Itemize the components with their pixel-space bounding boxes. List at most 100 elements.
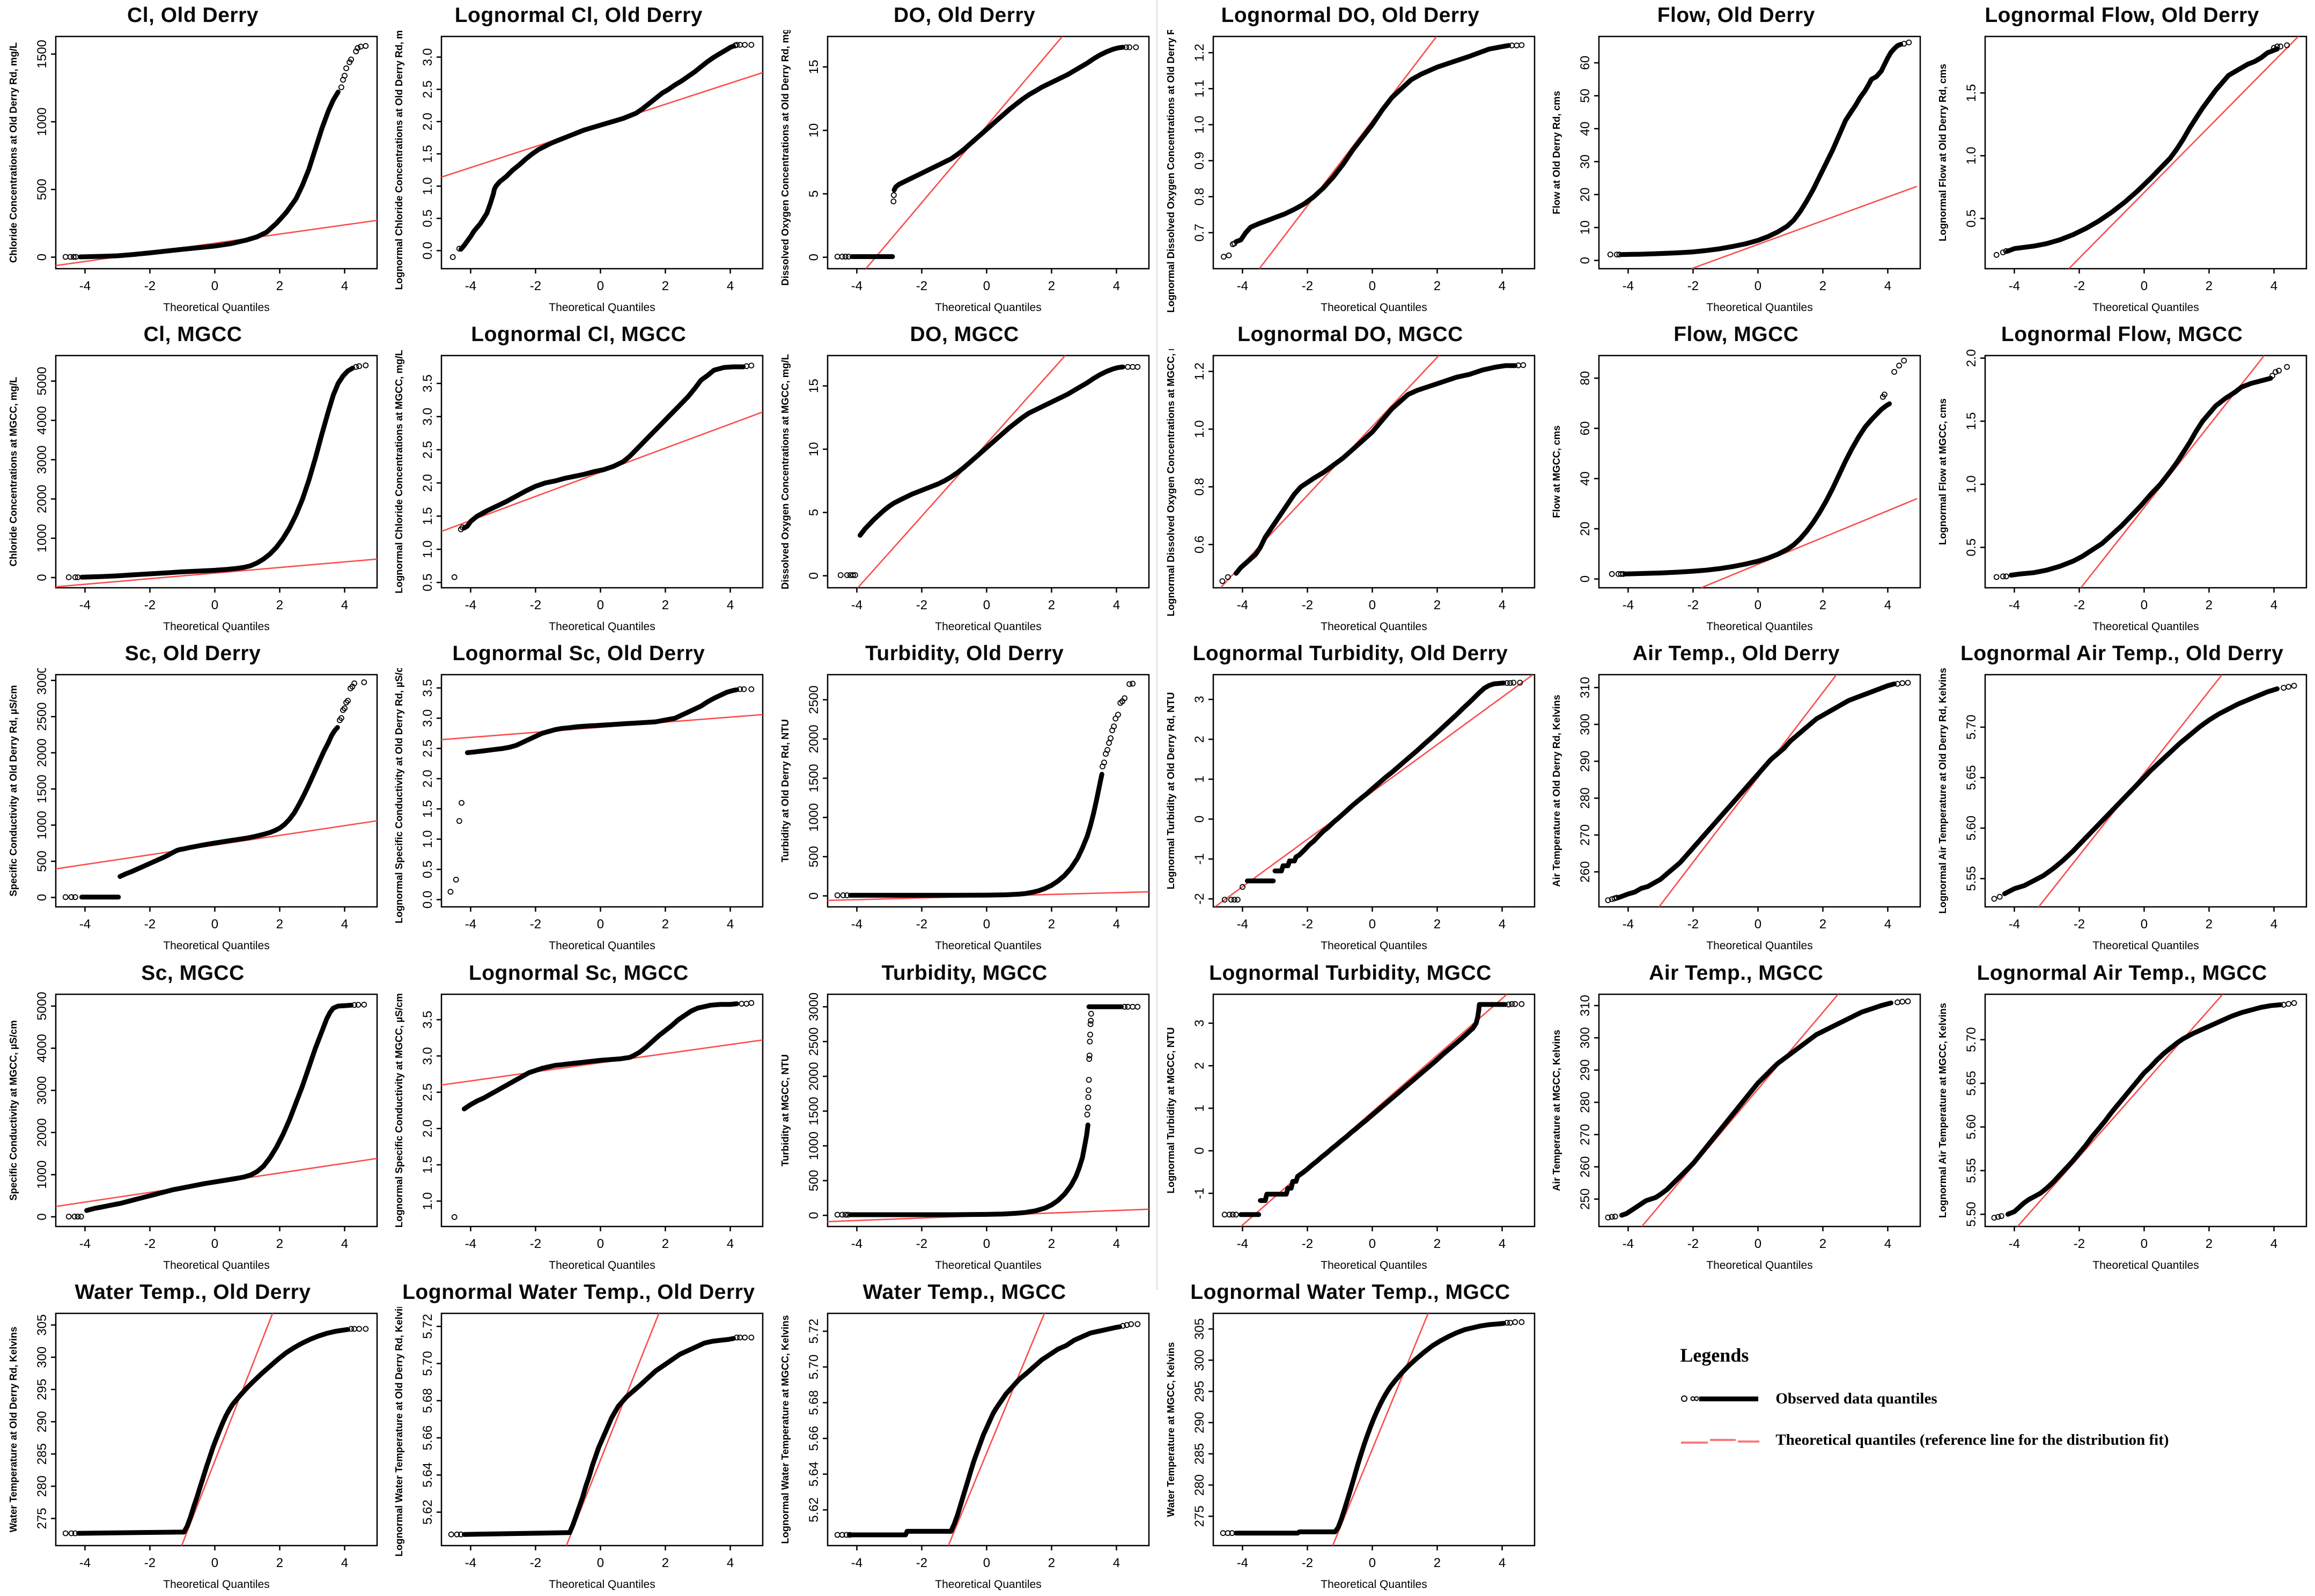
svg-text:-4: -4	[1623, 917, 1634, 932]
qq-plot-canvas: 275 280 285 290 295 300 305 -4 -2 0 2 4 Theoretical …	[1165, 1312, 1536, 1591]
observed-curve	[462, 1336, 736, 1537]
svg-text:0: 0	[1754, 1237, 1761, 1251]
observed-curve	[79, 366, 356, 580]
chart-title: Water Temp., Old Derry	[75, 1280, 311, 1304]
svg-text:0: 0	[211, 917, 218, 932]
svg-text:-4: -4	[1237, 1237, 1248, 1251]
svg-text:60: 60	[1578, 56, 1593, 70]
svg-text:1.5: 1.5	[421, 1156, 435, 1173]
svg-text:4: 4	[727, 1237, 734, 1251]
qq-plot-cell: Lognormal Sc, Old Derry 0.0 0.5 1.0 1.5 2.0 2.…	[386, 638, 771, 957]
chart-title: Air Temp., MGCC	[1649, 961, 1824, 985]
observed-curve	[79, 725, 340, 900]
svg-text:2000: 2000	[807, 1062, 821, 1090]
svg-text:-2: -2	[1302, 917, 1313, 932]
qq-plot-canvas: 0 10 20 30 40 50 60 -4 -2 0 2 4 Theoretical Quantile…	[1551, 35, 1921, 314]
chart-title: Lognormal Turbidity, Old Derry	[1192, 642, 1508, 666]
qq-plot-canvas: -1 0 1 2 3 -4 -2 0 2 4 Theoretical Quantiles Lognor…	[1165, 993, 1536, 1272]
svg-text:5.50: 5.50	[1964, 1201, 1979, 1226]
qq-plot-canvas: 0 500 1000 1500 -4 -2 0 2 4 Theoretical Quantiles…	[8, 35, 378, 314]
observed-curve	[1238, 1002, 1508, 1217]
svg-text:0: 0	[35, 574, 49, 581]
svg-text:1000: 1000	[35, 1160, 49, 1188]
qq-plot-canvas: 0 500 1000 1500 2000 2500 3000 -4 -2 0 2 4 Theoretic…	[779, 992, 1149, 1272]
svg-text:-2: -2	[1687, 1237, 1699, 1251]
svg-text:Theoretical Quantiles: Theoretical Quantiles	[935, 301, 1041, 314]
svg-text:0: 0	[1754, 279, 1761, 293]
svg-text:2: 2	[1434, 1237, 1441, 1251]
qq-plot-cell: Lognormal Flow, MGCC 0.5 1.0 1.5 2.0 -4 -2 0 2 4 T…	[1929, 319, 2315, 638]
svg-text:1.5: 1.5	[1964, 84, 1979, 102]
svg-text:4: 4	[1884, 917, 1891, 932]
svg-text:5.72: 5.72	[807, 1319, 821, 1344]
svg-text:Lognormal Air Temperature at O: Lognormal Air Temperature at Old Derry R…	[1937, 668, 1948, 914]
qq-plot-cell: Lognormal Cl, MGCC 0.5 1.0 1.5 2.0 2.5 3.0 3.5 -…	[386, 319, 771, 638]
qq-plot-canvas: 0.0 0.5 1.0 1.5 2.0 2.5 3.0 3.5 -4 -2 0 2 4 Theoretic…	[393, 658, 764, 952]
qq-plot-cell: Cl, Old Derry 0 500 1000 1500 -4 -2 0 2 4 Theoreti…	[0, 0, 386, 319]
svg-text:0: 0	[1578, 575, 1593, 582]
qq-plot-cell: Lognormal Cl, Old Derry 0.0 0.5 1.0 1.5 2.0 2.…	[386, 0, 771, 319]
svg-text:Lognormal Water Temperature at: Lognormal Water Temperature at Old Derry…	[393, 1307, 404, 1556]
observed-curve	[1619, 42, 1904, 257]
svg-text:Lognormal Chloride Concentrati: Lognormal Chloride Concentrations at MGC…	[393, 350, 404, 594]
svg-text:Theoretical Quantiles: Theoretical Quantiles	[163, 1578, 269, 1591]
chart-title: Lognormal Turbidity, MGCC	[1209, 961, 1492, 985]
svg-text:-4: -4	[1623, 279, 1634, 293]
svg-text:-4: -4	[1237, 279, 1248, 293]
qq-plot-cell: Lognormal Air Temp., Old Derry 5.55 5.60 5.…	[1929, 638, 2315, 957]
svg-text:4: 4	[341, 1556, 348, 1570]
svg-text:Theoretical Quantiles: Theoretical Quantiles	[1321, 940, 1427, 952]
svg-text:260: 260	[1578, 1156, 1593, 1177]
svg-text:3000: 3000	[35, 1076, 49, 1104]
svg-text:500: 500	[35, 851, 49, 872]
observed-curve	[1244, 681, 1506, 884]
svg-text:2: 2	[1434, 917, 1441, 932]
svg-text:3: 3	[1192, 1019, 1207, 1026]
svg-text:270: 270	[1578, 1124, 1593, 1145]
svg-text:-2: -2	[2073, 598, 2084, 612]
svg-text:1.0: 1.0	[421, 177, 435, 195]
svg-text:5000: 5000	[35, 992, 49, 1020]
svg-text:Chloride Concentrations at Old: Chloride Concentrations at Old Derry Rd,…	[8, 42, 19, 263]
svg-text:4000: 4000	[35, 406, 49, 434]
svg-text:2000: 2000	[35, 485, 49, 513]
svg-text:4: 4	[2270, 598, 2277, 612]
svg-text:0.0: 0.0	[421, 891, 435, 908]
chart-title: Lognormal Sc, Old Derry	[452, 642, 705, 666]
qq-plot-canvas: 1.0 1.5 2.0 2.5 3.0 3.5 -4 -2 0 2 4 Theoretical Qua…	[393, 993, 764, 1272]
svg-text:-2: -2	[916, 279, 927, 293]
theoretical-line-icon	[1681, 1439, 1760, 1444]
svg-text:280: 280	[1578, 788, 1593, 809]
observed-curve	[1619, 1000, 1894, 1218]
svg-text:Theoretical Quantiles: Theoretical Quantiles	[163, 940, 269, 952]
svg-text:0: 0	[807, 254, 821, 261]
svg-text:Theoretical Quantiles: Theoretical Quantiles	[549, 940, 655, 952]
qq-plot-cell: Lognormal DO, Old Derry 0.7 0.8 0.9 1.0 1.1 1.…	[1158, 0, 1543, 319]
svg-text:0: 0	[1369, 598, 1376, 612]
qq-plot-cell: Lognormal Turbidity, MGCC -1 0 1 2 3 -4 -2 0 2 4 Th…	[1158, 958, 1543, 1277]
chart-title: Lognormal Flow, Old Derry	[1985, 4, 2259, 27]
svg-text:0: 0	[1754, 598, 1761, 612]
observed-curve	[462, 364, 746, 531]
svg-text:2.0: 2.0	[421, 770, 435, 788]
observed-curve	[459, 43, 736, 252]
svg-text:-4: -4	[1237, 1556, 1248, 1570]
svg-text:5000: 5000	[35, 367, 49, 395]
svg-text:0: 0	[2140, 598, 2147, 612]
svg-text:2: 2	[662, 598, 669, 612]
svg-text:2: 2	[1048, 917, 1055, 932]
svg-text:2: 2	[1819, 1237, 1826, 1251]
svg-text:-4: -4	[465, 279, 476, 293]
svg-text:2: 2	[2205, 917, 2212, 932]
svg-text:80: 80	[1578, 371, 1593, 386]
svg-text:2: 2	[1048, 1237, 1055, 1251]
observed-curve	[2008, 376, 2273, 578]
svg-text:-2: -2	[2073, 279, 2084, 293]
svg-text:2: 2	[276, 1556, 283, 1570]
svg-text:4: 4	[1499, 1237, 1506, 1251]
svg-text:2: 2	[662, 279, 669, 293]
svg-text:3000: 3000	[35, 446, 49, 474]
svg-text:4: 4	[2270, 279, 2277, 293]
chart-title: Turbidity, MGCC	[881, 961, 1048, 985]
svg-text:-2: -2	[144, 917, 156, 932]
